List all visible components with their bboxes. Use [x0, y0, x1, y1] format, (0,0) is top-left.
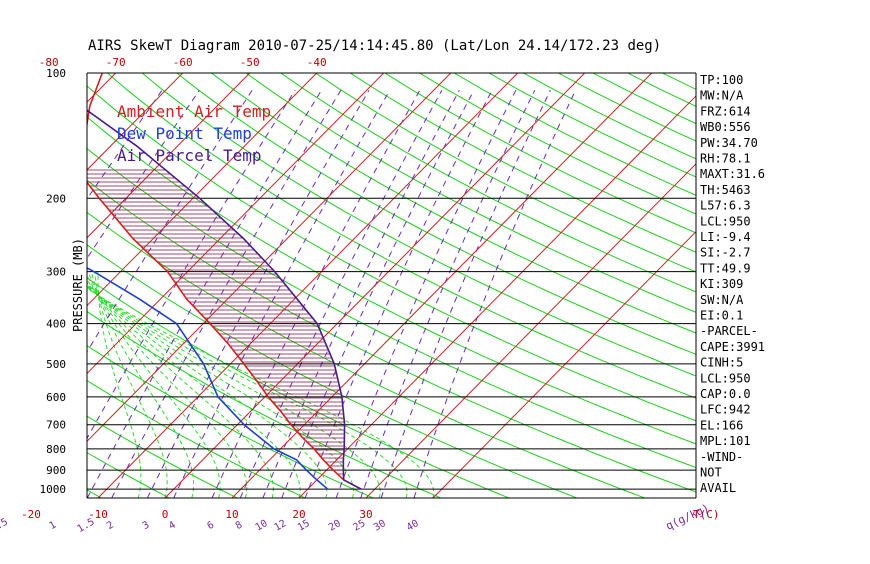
stat-line: EL:166	[700, 418, 743, 432]
dry-adiabat	[336, 64, 870, 499]
dry-adiabat	[0, 64, 35, 499]
pressure-tick-label: 700	[46, 419, 66, 432]
pressure-tick-label: 200	[46, 192, 66, 205]
dry-adiabat	[404, 64, 870, 499]
bottom-temp-tick-label: -20	[21, 508, 41, 521]
moist-adiabat	[98, 272, 141, 498]
stat-line: PW:34.70	[700, 136, 758, 150]
stat-line: WB0:556	[700, 120, 751, 134]
pressure-tick-label: 600	[46, 391, 66, 404]
top-temp-tick-label: -50	[240, 56, 260, 69]
pressure-tick-label: 800	[46, 443, 66, 456]
mixing-ratio-tick-label: 30	[372, 518, 388, 534]
stat-line: MAXT:31.6	[700, 167, 765, 181]
pressure-tick-label: 500	[46, 358, 66, 371]
top-temp-tick-label: -60	[173, 56, 193, 69]
stat-line: NOT	[700, 466, 722, 480]
stat-line: MPL:101	[700, 434, 751, 448]
legend-entry: Ambient Air Temp	[117, 102, 271, 121]
top-temp-tick-label: -70	[106, 56, 126, 69]
stat-line: LI:-9.4	[700, 230, 751, 244]
stat-line: EI:0.1	[700, 309, 743, 323]
dry-adiabat	[438, 64, 870, 499]
mixing-ratio-tick-label: 1	[48, 520, 59, 533]
pressure-tick-label: 1000	[40, 483, 67, 496]
stat-line: LCL:950	[700, 214, 751, 228]
mixing-ratio-line	[414, 90, 576, 498]
mixing-ratio-tick-label: 3	[141, 520, 152, 533]
isotherm-line	[433, 73, 853, 498]
mixing-ratio-tick-label: 12	[272, 518, 288, 534]
dry-adiabat	[507, 64, 870, 499]
isotherm-line	[232, 73, 652, 498]
stat-line: CINH:5	[700, 356, 743, 370]
pressure-tick-label: 900	[46, 464, 66, 477]
stat-line: MW:N/A	[700, 89, 744, 103]
stat-line: -WIND-	[700, 450, 743, 464]
mixing-ratio-tick-label: 20	[327, 518, 343, 534]
isotherm-line	[299, 73, 719, 498]
pressure-tick-label: 300	[46, 266, 66, 279]
dry-adiabat	[370, 64, 870, 499]
stat-line: SI:-2.7	[700, 246, 751, 260]
stat-line: TP:100	[700, 73, 743, 87]
dry-adiabat	[302, 64, 870, 499]
mixing-ratio-tick-label: 10	[254, 518, 270, 534]
legend: Ambient Air Temp Dew Point Temp Air Parcel…	[117, 102, 271, 165]
mixing-ratio-tick-label: 40	[405, 518, 421, 534]
mixing-ratio-line	[361, 90, 535, 498]
mixing-ratio-tick-label: 0.5	[0, 517, 10, 536]
isotherm-line	[0, 73, 49, 498]
stat-line: CAPE:3991	[700, 340, 765, 354]
top-temp-tick-label: -40	[307, 56, 327, 69]
stat-line: KI:309	[700, 277, 743, 291]
stat-line: SW:N/A	[700, 293, 744, 307]
cape-hatch-area	[84, 169, 344, 480]
top-temp-tick-label: -80	[39, 56, 59, 69]
stat-line: TH:5463	[700, 183, 751, 197]
mixing-ratio-tick-label: 8	[234, 520, 245, 533]
stat-line: AVAIL	[700, 481, 736, 495]
bottom-temp-tick-label: 0	[162, 508, 169, 521]
stat-line: LCL:950	[700, 371, 751, 385]
dry-adiabat	[267, 64, 870, 499]
mixing-ratio-tick-label: 6	[205, 520, 216, 533]
legend-entry: Air Parcel Temp	[117, 146, 262, 165]
pressure-tick-label: 400	[46, 318, 66, 331]
stat-line: RH:78.1	[700, 152, 751, 166]
stat-line: L57:6.3	[700, 199, 751, 213]
chart-title: AIRS SkewT Diagram 2010-07-25/14:14:45.8…	[88, 38, 661, 54]
y-axis-label: PRESSURE (MB)	[71, 238, 85, 332]
stat-line: TT:49.9	[700, 261, 751, 275]
stat-line: LFC:942	[700, 403, 751, 417]
stat-line: FRZ:614	[700, 104, 751, 118]
stat-line: -PARCEL-	[700, 324, 758, 338]
bottom-temp-tick-label: 10	[225, 508, 238, 521]
stat-line: CAP:0.0	[700, 387, 751, 401]
dry-adiabat	[643, 64, 870, 499]
mixing-ratio-tick-label: 2	[105, 520, 116, 533]
mixing-ratio-tick-label: 4	[167, 520, 178, 533]
cape-region	[84, 169, 344, 480]
legend-entry: Dew Point Temp	[117, 124, 252, 143]
